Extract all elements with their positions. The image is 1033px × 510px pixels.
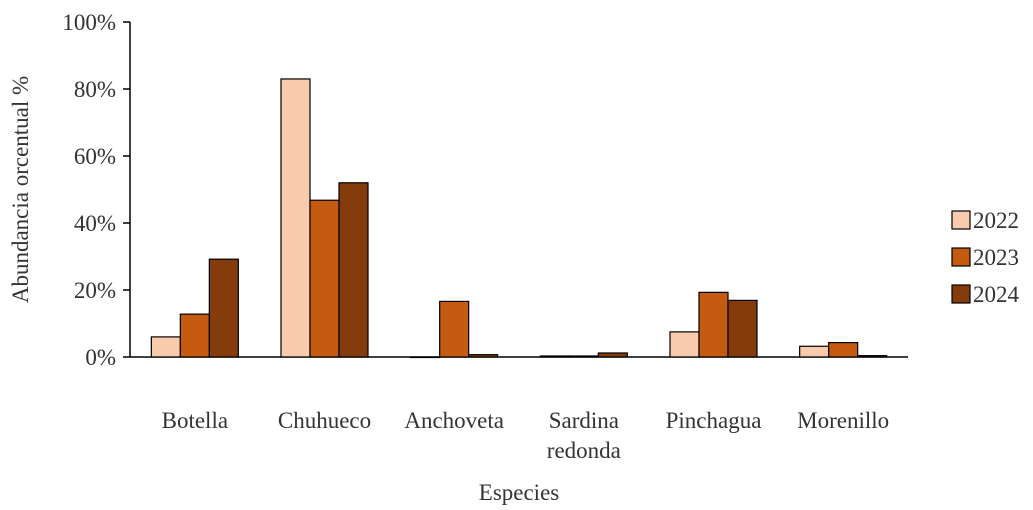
y-tick-label: 80% [74, 77, 116, 102]
y-tick-label: 20% [74, 278, 116, 303]
bar-2022-3 [539, 355, 570, 358]
category-label: Pinchagua [666, 408, 762, 433]
y-axis-title: Abundancia orcentual % [8, 76, 33, 303]
axes-layer [129, 22, 908, 358]
bar-2022-2 [410, 356, 441, 359]
legend: 2022 2023 2024 [951, 208, 1020, 307]
bar-2024-1 [338, 182, 369, 358]
bar-2024-0 [208, 258, 239, 358]
bar-2023-5 [828, 341, 859, 358]
bar-2023-0 [179, 313, 210, 358]
bar-2024-4 [727, 299, 758, 358]
bars [150, 78, 888, 359]
category-label: redonda [547, 438, 621, 463]
category-label: Anchoveta [404, 408, 504, 433]
category-label: Morenillo [797, 408, 889, 433]
bar-2022-5 [799, 345, 830, 358]
x-axis-title: Especies [479, 480, 560, 505]
bar-2022-4 [669, 331, 700, 358]
y-tick-label: 60% [74, 144, 116, 169]
y-ticks: 0% 20% 40% 60% 80% 100% [62, 10, 130, 370]
bar-2023-4 [698, 291, 729, 358]
category-label: Chuhueco [278, 408, 371, 433]
bar-2023-3 [568, 355, 599, 358]
category-labels: Botella Chuhueco Anchoveta Sardina redonda Pi… [162, 408, 890, 463]
bar-2022-0 [150, 336, 181, 358]
legend-label-2022: 2022 [973, 208, 1019, 233]
legend-swatch-2023 [951, 247, 971, 267]
legend-swatch-2022 [951, 210, 971, 230]
legend-label-2024: 2024 [973, 282, 1020, 307]
legend-label-2023: 2023 [973, 245, 1019, 270]
category-label: Sardina [549, 408, 619, 433]
bar-2023-1 [309, 199, 340, 358]
bar-2024-3 [597, 352, 628, 358]
legend-swatch-2024 [951, 284, 971, 304]
y-tick-label: 100% [62, 10, 116, 35]
y-tick-label: 0% [85, 345, 116, 370]
bar-2022-1 [280, 78, 311, 358]
bar-2024-2 [468, 354, 499, 358]
bar-2023-2 [439, 300, 470, 358]
y-tick-label: 40% [74, 211, 116, 236]
category-label: Botella [162, 408, 228, 433]
bar-2024-5 [857, 355, 888, 358]
